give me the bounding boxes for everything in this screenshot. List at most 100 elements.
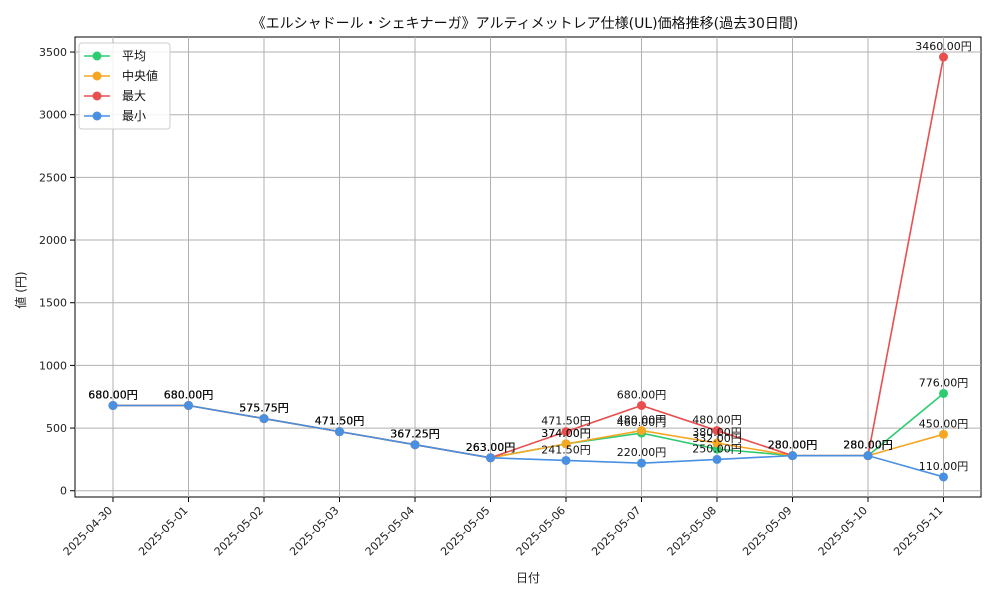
- data-label: 332.00円: [692, 432, 742, 445]
- data-label: 280.00円: [768, 439, 818, 452]
- data-label: 680.00円: [617, 389, 667, 402]
- legend-label: 平均: [122, 49, 146, 63]
- series-points: [108, 52, 948, 482]
- data-label: 776.00円: [919, 376, 969, 389]
- x-tick-label: 2025-05-09: [740, 504, 794, 558]
- data-label: 250.00円: [692, 442, 742, 455]
- y-tick-label: 1500: [39, 297, 67, 310]
- data-point: [939, 388, 948, 398]
- data-labels: 680.00円 680.00円 575.75円 471.50円 367.25円 263.0…: [88, 40, 972, 473]
- data-label: 263.00円: [466, 441, 516, 454]
- y-tick-label: 2500: [39, 171, 67, 184]
- x-tick-label: 2025-05-03: [287, 504, 341, 558]
- x-tick-label: 2025-05-08: [665, 504, 719, 558]
- series-line: [113, 56, 945, 459]
- data-label: 367.25円: [390, 428, 440, 441]
- y-tick-label: 3000: [39, 109, 67, 122]
- data-point: [788, 451, 797, 461]
- data-label: 263.00円: [466, 441, 516, 454]
- data-label: 241.50円: [541, 443, 591, 456]
- plot-frame: [74, 36, 982, 498]
- legend-label: 中央値: [122, 68, 158, 83]
- data-label: 471.50円: [541, 415, 591, 428]
- x-tick-label: 2025-05-06: [514, 504, 568, 558]
- data-point: [184, 401, 193, 411]
- legend-box: [78, 42, 171, 130]
- data-point: [712, 454, 722, 464]
- x-tick-label: 2025-04-30: [61, 504, 115, 558]
- data-point: [108, 401, 118, 411]
- data-point: [637, 458, 646, 468]
- data-label: 367.25円: [390, 428, 440, 441]
- data-label: 471.50円: [315, 415, 365, 428]
- data-point: [561, 439, 571, 449]
- data-point: [637, 426, 646, 436]
- data-label: 680.00円: [88, 389, 138, 402]
- data-label: 480.00円: [692, 414, 742, 427]
- data-point: [410, 440, 420, 450]
- data-label: 3460.00円: [915, 40, 972, 53]
- data-point: [259, 414, 269, 424]
- data-label: 680.00円: [164, 389, 214, 402]
- data-label: 280.00円: [843, 439, 893, 452]
- legend-label: 最小: [122, 109, 146, 123]
- x-tick-label: 2025-05-04: [363, 504, 417, 558]
- grid-lines: [75, 37, 981, 497]
- y-axis-title: 値 (円): [13, 271, 28, 308]
- data-label: 280.00円: [843, 439, 893, 452]
- data-point: [335, 427, 344, 437]
- data-point: [712, 438, 722, 448]
- data-label: 680.00円: [88, 389, 138, 402]
- data-point: [863, 451, 873, 461]
- data-point: [637, 401, 646, 411]
- data-label: 575.75円: [239, 402, 289, 415]
- data-label: 471.50円: [315, 415, 365, 428]
- x-tick-label: 2025-05-10: [816, 504, 870, 558]
- x-tick-label: 2025-05-05: [438, 504, 492, 558]
- data-label: 280.00円: [768, 439, 818, 452]
- data-label: 471.50円: [315, 415, 365, 428]
- data-label: 280.00円: [843, 439, 893, 452]
- y-tick-label: 0: [60, 485, 67, 498]
- y-tick-label: 1000: [39, 359, 67, 372]
- data-point: [712, 426, 722, 436]
- data-point: [561, 455, 571, 465]
- data-point: [486, 453, 495, 463]
- data-label: 680.00円: [164, 389, 214, 402]
- data-label: 280.00円: [768, 439, 818, 452]
- data-label: 374.00円: [541, 427, 591, 440]
- data-label: 280.00円: [768, 439, 818, 452]
- data-label: 680.00円: [164, 389, 214, 402]
- data-point: [939, 52, 948, 62]
- legend-label: 最大: [122, 89, 146, 103]
- data-label: 680.00円: [88, 389, 138, 402]
- x-tick-label: 2025-05-11: [891, 504, 945, 558]
- legend-marker: [92, 71, 102, 81]
- data-label: 280.00円: [843, 439, 893, 452]
- y-axis: 0 500 1000 1500 2000 2500 3000 3500: [39, 46, 75, 498]
- data-label: 220.00円: [617, 446, 667, 459]
- data-label: 575.75円: [239, 402, 289, 415]
- data-label: 680.00円: [88, 389, 138, 402]
- data-label: 575.75円: [239, 402, 289, 415]
- data-label: 367.25円: [390, 428, 440, 441]
- data-point: [939, 429, 948, 439]
- x-tick-label: 2025-05-01: [136, 504, 190, 558]
- legend-marker: [92, 51, 102, 61]
- y-tick-label: 500: [46, 422, 67, 435]
- data-label: 263.00円: [466, 441, 516, 454]
- legend-marker: [92, 111, 102, 121]
- data-label: 575.75円: [239, 402, 289, 415]
- data-label: 110.00円: [919, 460, 969, 473]
- data-label: 367.25円: [390, 428, 440, 441]
- y-tick-label: 2000: [39, 234, 67, 247]
- y-tick-label: 3500: [39, 46, 67, 59]
- series-lines: [113, 56, 945, 478]
- data-label: 263.00円: [466, 441, 516, 454]
- data-label: 450.00円: [919, 417, 969, 430]
- x-axis-title: 日付: [516, 571, 540, 585]
- data-label: 380.00円: [692, 426, 742, 439]
- data-label: 480.00円: [617, 414, 667, 427]
